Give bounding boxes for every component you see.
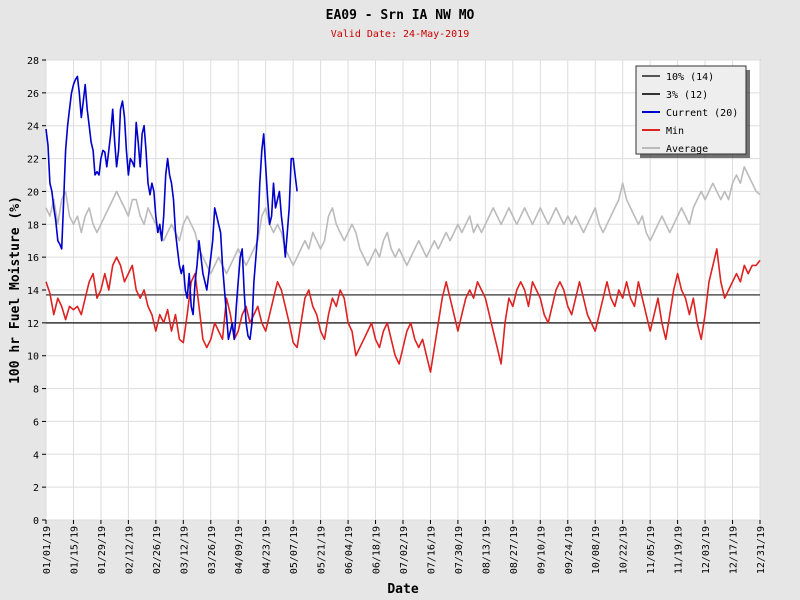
y-tick-label: 28 bbox=[27, 56, 39, 67]
y-tick-label: 2 bbox=[33, 483, 39, 494]
legend-label-4: Average bbox=[666, 144, 708, 155]
series-lines bbox=[45, 75, 761, 373]
y-tick-label: 12 bbox=[27, 319, 39, 330]
series-line-2 bbox=[45, 166, 761, 275]
y-tick-label: 18 bbox=[27, 220, 39, 231]
y-tick-label: 4 bbox=[33, 450, 39, 461]
y-axis-label: 100 hr Fuel Moisture (%) bbox=[8, 196, 23, 384]
x-axis-label: Date bbox=[387, 582, 418, 597]
x-tick-label: 07/02/19 bbox=[399, 526, 410, 574]
x-tick-label: 02/12/19 bbox=[124, 526, 135, 574]
y-tick-label: 8 bbox=[33, 385, 39, 396]
x-tick-label: 12/03/19 bbox=[701, 526, 712, 574]
x-tick-label: 12/17/19 bbox=[729, 526, 740, 574]
legend-label-1: 3% (12) bbox=[666, 90, 708, 101]
chart-title: EA09 - Srn IA NW MO bbox=[326, 8, 475, 23]
x-tick-label: 01/29/19 bbox=[97, 526, 108, 574]
x-tick-label: 02/26/19 bbox=[152, 526, 163, 574]
x-tick-label: 09/10/19 bbox=[536, 526, 547, 574]
x-tick-label: 01/01/19 bbox=[42, 526, 53, 574]
legend-label-3: Min bbox=[666, 126, 684, 137]
y-tick-label: 10 bbox=[27, 352, 39, 363]
x-tick-label: 11/19/19 bbox=[674, 526, 685, 574]
x-tick-label: 06/04/19 bbox=[344, 526, 355, 574]
x-tick-label: 01/15/19 bbox=[69, 526, 80, 574]
x-tick-label: 10/22/19 bbox=[619, 526, 630, 574]
y-tick-label: 20 bbox=[27, 187, 39, 198]
series-line-1 bbox=[45, 248, 761, 373]
y-tick-label: 26 bbox=[27, 89, 39, 100]
legend-label-2: Current (20) bbox=[666, 108, 738, 119]
x-tick-label: 10/08/19 bbox=[591, 526, 602, 574]
x-tick-label: 08/13/19 bbox=[481, 526, 492, 574]
legend-label-0: 10% (14) bbox=[666, 72, 714, 83]
x-tick-label: 11/05/19 bbox=[646, 526, 657, 574]
x-tick-label: 09/24/19 bbox=[564, 526, 575, 574]
x-tick-label: 04/23/19 bbox=[262, 526, 273, 574]
x-tick-label: 04/09/19 bbox=[234, 526, 245, 574]
x-axis-ticks: 01/01/19 01/15/19 01/29/19 02/12/19 02/26/19… bbox=[42, 520, 767, 574]
chart-subtitle: Valid Date: 24-May-2019 bbox=[331, 29, 469, 40]
legend: 10% (14) 3% (12) Current (20) Min Average bbox=[635, 65, 750, 158]
y-tick-label: 0 bbox=[33, 516, 39, 527]
x-tick-label: 06/18/19 bbox=[372, 526, 383, 574]
y-tick-label: 16 bbox=[27, 253, 39, 264]
x-tick-label: 05/21/19 bbox=[317, 526, 328, 574]
x-tick-label: 07/30/19 bbox=[454, 526, 465, 574]
x-tick-label: 12/31/19 bbox=[756, 526, 767, 574]
y-tick-label: 24 bbox=[27, 122, 39, 133]
series-line-0 bbox=[45, 75, 298, 341]
y-tick-label: 22 bbox=[27, 155, 39, 166]
x-tick-label: 03/26/19 bbox=[207, 526, 218, 574]
x-tick-label: 03/12/19 bbox=[179, 526, 190, 574]
x-tick-label: 05/07/19 bbox=[289, 526, 300, 574]
x-tick-label: 07/16/19 bbox=[426, 526, 437, 574]
y-tick-label: 6 bbox=[33, 417, 39, 428]
x-tick-label: 08/27/19 bbox=[509, 526, 520, 574]
y-tick-label: 14 bbox=[27, 286, 39, 297]
